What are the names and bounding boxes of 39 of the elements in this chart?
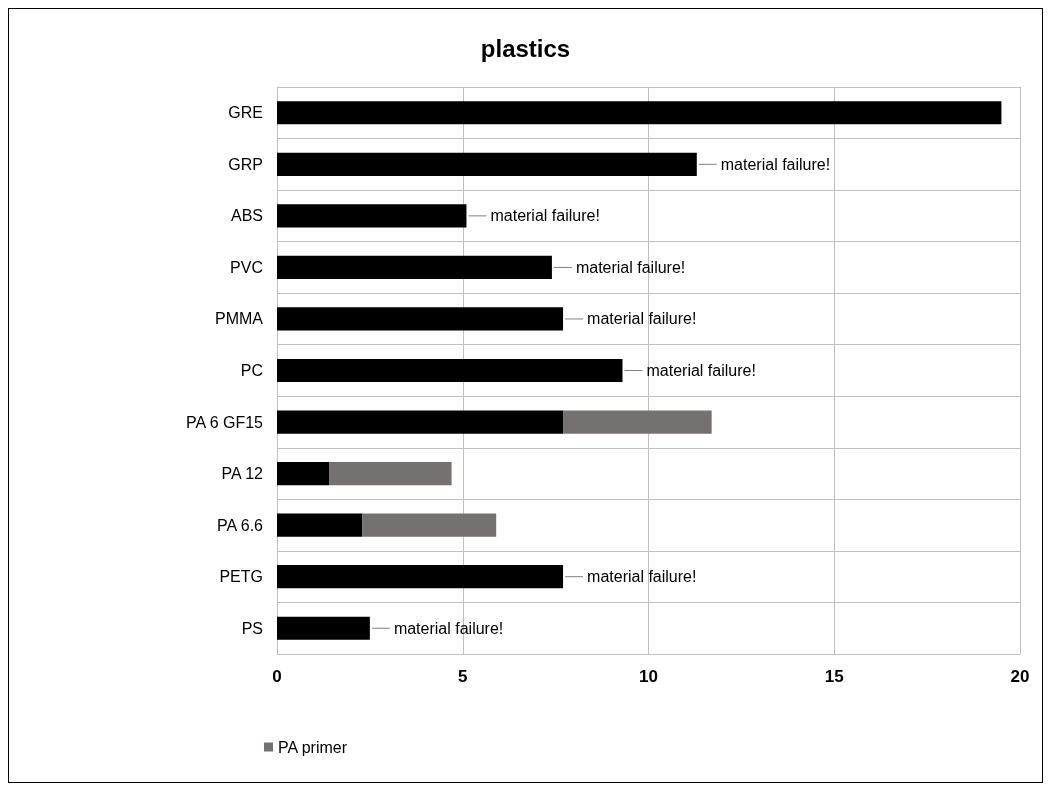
y-tick-label: PETG (219, 568, 263, 586)
bar (277, 616, 370, 640)
bar (277, 152, 697, 176)
bar (277, 513, 363, 537)
x-tick-label: 0 (272, 667, 282, 686)
legend-label: PA primer (278, 738, 348, 756)
bar (329, 461, 452, 486)
x-tick-label: 5 (458, 667, 468, 686)
bar (277, 101, 1002, 125)
bar (362, 513, 497, 537)
annotation: material failure! (587, 310, 697, 328)
bar (277, 204, 467, 228)
bar (563, 410, 712, 434)
y-tick-label: GRP (228, 155, 263, 173)
y-tick-label: PS (241, 619, 263, 637)
annotation: material failure! (575, 258, 686, 276)
annotation: material failure! (490, 207, 600, 225)
bar (277, 255, 552, 280)
bar (277, 565, 564, 589)
annotation: material failure! (587, 568, 697, 586)
bar (277, 410, 564, 434)
y-tick-label: PC (240, 362, 263, 379)
y-tick-label: GRE (228, 104, 263, 122)
x-tick-label: 15 (824, 667, 844, 686)
y-tick-label: PA 6 GF15 (185, 413, 264, 431)
annotation: material failure! (720, 155, 831, 173)
y-tick-label: PMMA (215, 310, 264, 328)
y-tick-label: ABS (230, 207, 263, 225)
y-tick-label: PA 12 (221, 465, 264, 483)
y-tick-label: PA 6.6 (217, 516, 264, 534)
bar (277, 307, 564, 331)
bar (277, 461, 330, 486)
chart-title: plastics (480, 34, 571, 62)
x-tick-label: 20 (1010, 667, 1030, 686)
bar (277, 358, 623, 383)
annotation: material failure! (646, 362, 756, 379)
x-tick-label: 10 (639, 667, 658, 686)
y-tick-label: PVC (230, 258, 263, 276)
annotation: material failure! (393, 619, 504, 637)
